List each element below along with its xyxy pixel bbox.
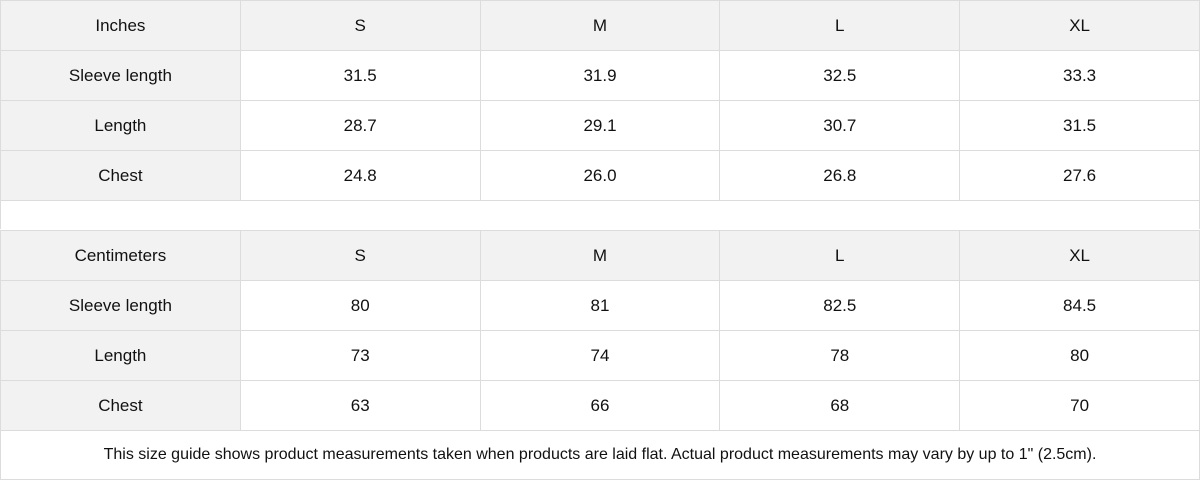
inches-size-table: Inches S M L XL Sleeve length 31.5 31.9 32.5 33.3… <box>0 0 1200 201</box>
column-header: S <box>239 230 481 281</box>
measurement-cell: 31.5 <box>959 100 1200 151</box>
table-row: Chest 24.8 26.0 26.8 27.6 <box>0 150 1200 201</box>
measurement-cell: 24.8 <box>239 150 481 201</box>
column-header: Inches <box>0 0 241 51</box>
measurement-cell: 29.1 <box>479 100 721 151</box>
header-row: Inches S M L XL <box>0 0 1200 51</box>
centimeters-size-table: Centimeters S M L XL Sleeve length 80 81 82.5 84.… <box>0 230 1200 431</box>
table-spacer <box>0 200 1200 229</box>
measurement-cell: 66 <box>479 380 721 431</box>
row-label: Chest <box>0 380 241 431</box>
column-header: M <box>479 230 721 281</box>
table-row: Chest 63 66 68 70 <box>0 380 1200 431</box>
measurement-cell: 28.7 <box>239 100 481 151</box>
table-row: Length 28.7 29.1 30.7 31.5 <box>0 100 1200 151</box>
measurement-cell: 26.0 <box>479 150 721 201</box>
measurement-cell: 78 <box>719 330 961 381</box>
measurement-cell: 81 <box>479 280 721 331</box>
row-label: Chest <box>0 150 241 201</box>
measurement-cell: 74 <box>479 330 721 381</box>
measurement-cell: 30.7 <box>719 100 961 151</box>
measurement-cell: 68 <box>719 380 961 431</box>
row-label: Length <box>0 100 241 151</box>
row-label: Sleeve length <box>0 280 241 331</box>
measurement-cell: 31.9 <box>479 50 721 101</box>
measurement-cell: 33.3 <box>959 50 1200 101</box>
measurement-cell: 80 <box>239 280 481 331</box>
measurement-cell: 31.5 <box>239 50 481 101</box>
row-label: Sleeve length <box>0 50 241 101</box>
measurement-cell: 80 <box>959 330 1200 381</box>
measurement-cell: 32.5 <box>719 50 961 101</box>
column-header: Centimeters <box>0 230 241 281</box>
column-header: XL <box>959 230 1200 281</box>
column-header: L <box>719 0 961 51</box>
column-header: L <box>719 230 961 281</box>
measurement-cell: 27.6 <box>959 150 1200 201</box>
table-row: Sleeve length 31.5 31.9 32.5 33.3 <box>0 50 1200 101</box>
column-header: M <box>479 0 721 51</box>
table-row: Length 73 74 78 80 <box>0 330 1200 381</box>
measurement-cell: 84.5 <box>959 280 1200 331</box>
row-label: Length <box>0 330 241 381</box>
measurement-cell: 63 <box>239 380 481 431</box>
measurement-cell: 82.5 <box>719 280 961 331</box>
column-header: S <box>239 0 481 51</box>
measurement-cell: 26.8 <box>719 150 961 201</box>
column-header: XL <box>959 0 1200 51</box>
measurement-cell: 73 <box>239 330 481 381</box>
header-row: Centimeters S M L XL <box>0 230 1200 281</box>
table-row: Sleeve length 80 81 82.5 84.5 <box>0 280 1200 331</box>
size-guide-note: This size guide shows product measuremen… <box>0 430 1200 480</box>
measurement-cell: 70 <box>959 380 1200 431</box>
